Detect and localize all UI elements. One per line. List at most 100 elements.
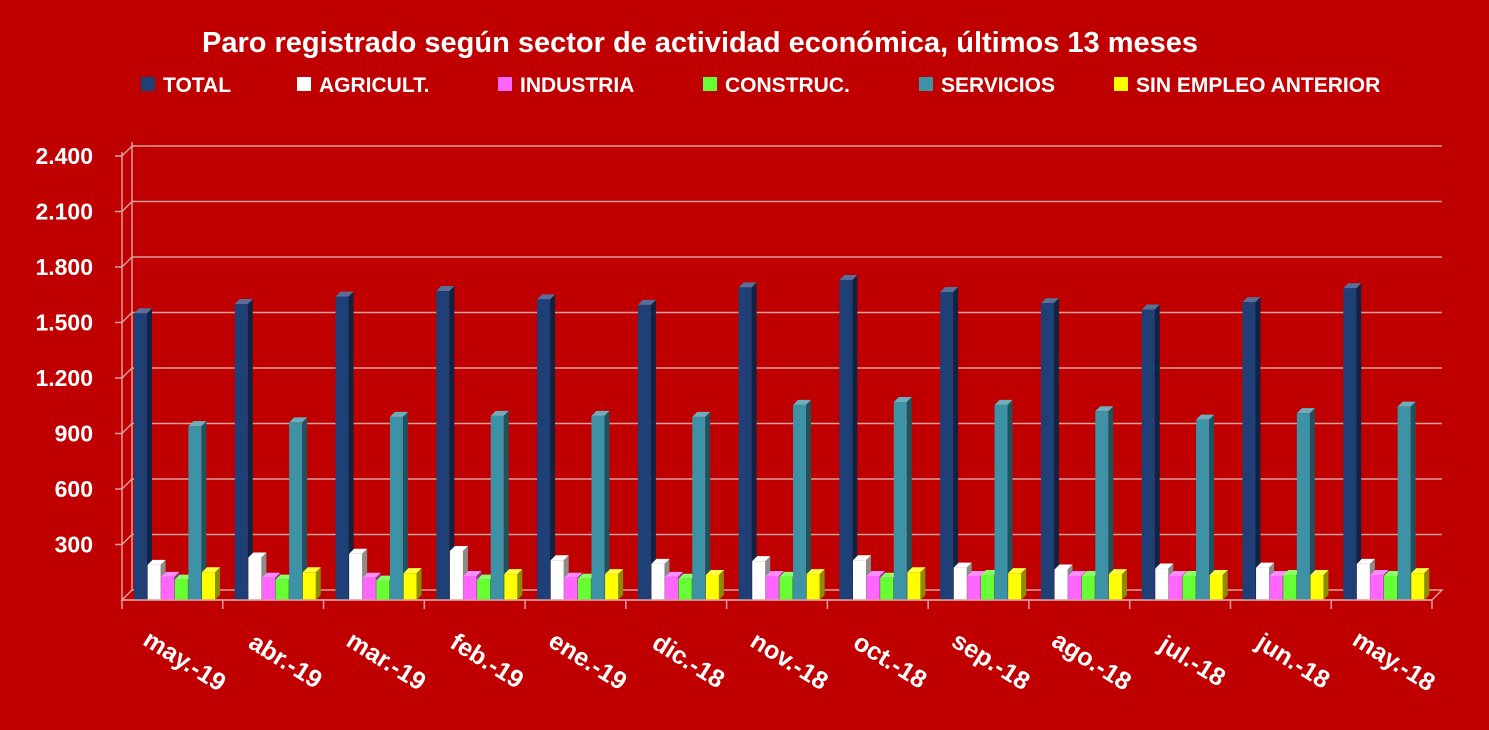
bar-side [1007, 399, 1013, 600]
bar-front [738, 287, 752, 600]
x-tick-label: abr.-19 [244, 628, 327, 694]
bar-top [161, 571, 180, 577]
bar-front [1343, 288, 1357, 600]
legend-swatch [141, 77, 155, 91]
bar-front [376, 580, 390, 600]
bar-side [402, 411, 408, 600]
x-tick-label: ago.-18 [1047, 626, 1136, 696]
legend-label: CONSTRUC. [725, 74, 850, 97]
bar-side [348, 291, 354, 600]
bar-front [765, 575, 779, 600]
bar-front [436, 291, 450, 600]
bar-top [577, 573, 596, 579]
bar-top [1068, 570, 1087, 576]
bar [637, 299, 656, 600]
bar-front [1081, 575, 1095, 600]
bar [289, 417, 308, 600]
bar-front [234, 304, 248, 600]
bar-front [449, 550, 463, 600]
bar-side [201, 421, 207, 600]
x-tick-label: sep.-18 [947, 627, 1035, 696]
x-tick-label: dic.-18 [647, 628, 729, 694]
bar-top [1081, 570, 1100, 576]
bar-top [134, 308, 152, 314]
bar-top [403, 568, 422, 574]
bar-front [161, 576, 175, 600]
bar-front [1296, 413, 1310, 600]
bar-front [752, 561, 766, 600]
bar [940, 286, 959, 600]
bar-side [819, 569, 825, 600]
bar [1008, 568, 1027, 600]
x-tick-label: may.-19 [139, 625, 231, 697]
x-tick-label: nov.-18 [745, 627, 833, 696]
y-tick-label: 1.200 [35, 365, 93, 391]
bar-side [650, 299, 656, 600]
bar-top [1168, 570, 1187, 576]
bar-top [738, 282, 757, 288]
bar-top [1356, 558, 1375, 564]
bar-top [261, 572, 280, 578]
bar [1141, 304, 1160, 600]
legend-swatch [919, 77, 933, 91]
bar-top [866, 570, 885, 576]
bar-front [1256, 567, 1270, 600]
bar-side [147, 308, 152, 600]
bar-front [893, 402, 907, 600]
bar [403, 568, 422, 600]
bar [605, 569, 624, 600]
bar-front [866, 575, 880, 600]
bar-top [376, 575, 395, 581]
bar-top [793, 399, 812, 405]
bar [738, 282, 757, 600]
y-tick-label: 2.100 [35, 199, 93, 225]
y-tick-label: 300 [55, 532, 93, 558]
bar-side [1255, 297, 1261, 600]
bar-front [349, 553, 363, 600]
bar-front [490, 415, 504, 600]
bar-front [188, 426, 202, 600]
legend-label: SERVICIOS [941, 74, 1055, 97]
bar-side [247, 299, 253, 600]
bar-top [335, 291, 354, 297]
bar-top [806, 569, 825, 575]
bar-side [852, 274, 858, 600]
bar-top [564, 572, 583, 578]
legend-item: SIN EMPLEO ANTERIOR [1114, 74, 1380, 97]
bar-front [289, 422, 303, 600]
bar-side [920, 567, 926, 600]
bar-front [637, 304, 651, 600]
bar [134, 308, 152, 600]
bar-top [477, 574, 496, 580]
y-tick-label: 1.500 [35, 310, 93, 336]
bar [202, 567, 220, 600]
bar [907, 567, 926, 600]
bar-top [1256, 562, 1275, 568]
bar-front [202, 572, 215, 600]
bar [1040, 298, 1059, 600]
bar-top [1242, 297, 1261, 303]
bar-top [1155, 563, 1174, 569]
bar-side [315, 567, 321, 600]
bar-top [490, 410, 509, 416]
bar [1108, 569, 1127, 600]
bar-front [1068, 575, 1082, 600]
bar-side [1154, 304, 1160, 600]
bar-group [940, 286, 1027, 600]
bar-top [779, 571, 798, 577]
bar [705, 570, 724, 600]
bar-top [967, 570, 986, 576]
gridline-side [121, 145, 133, 157]
gridline-side [121, 200, 133, 213]
bar-top [275, 574, 294, 580]
bar-front [564, 577, 578, 600]
bar [302, 567, 321, 600]
bar-group [1040, 298, 1127, 600]
bar-top [537, 294, 556, 300]
bar-front [880, 577, 894, 600]
bar [1397, 401, 1416, 600]
legend-label: SIN EMPLEO ANTERIOR [1136, 74, 1380, 97]
bar-front [134, 313, 147, 600]
bar-side [302, 417, 308, 600]
bar-side [751, 282, 757, 600]
